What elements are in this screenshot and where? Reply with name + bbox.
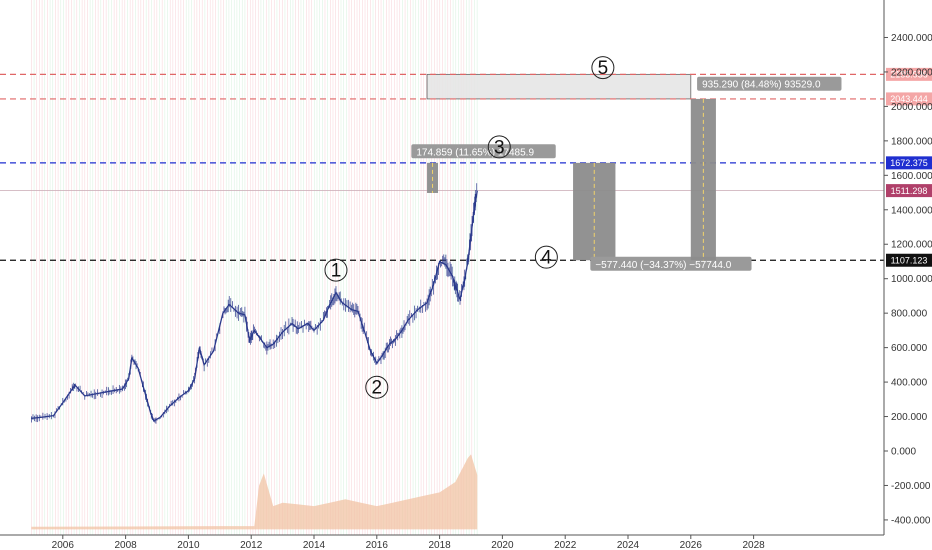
x-tick-label: 2006 xyxy=(52,540,75,550)
range-label-box xyxy=(697,76,842,91)
target-zone xyxy=(426,73,692,100)
level-badge-label: 1672.375 xyxy=(890,158,928,168)
wave-circle xyxy=(591,56,615,80)
wave-label: 2 xyxy=(372,378,383,399)
range-label-box xyxy=(590,256,752,271)
price-series xyxy=(31,183,478,424)
range-label-box xyxy=(411,144,556,159)
x-tick-label: 2010 xyxy=(177,540,200,550)
x-tick-label: 2024 xyxy=(617,540,640,550)
horizontal-levels: 2185.936 2043.444 1672.375 1511.298 1107.123 xyxy=(0,67,932,267)
level-badge-label: 1107.123 xyxy=(891,256,928,266)
y-tick-label: 1400.000 xyxy=(891,205,932,216)
y-tick-label: -400.000 xyxy=(891,515,931,526)
session-grid xyxy=(31,0,478,535)
x-tick-label: 2016 xyxy=(366,540,389,550)
x-tick-label: 2028 xyxy=(742,540,765,550)
wave-circle xyxy=(487,135,511,159)
level-badge xyxy=(886,253,932,267)
x-tick-label: 2012 xyxy=(240,540,263,550)
y-tick-label: 400.000 xyxy=(891,378,928,389)
wave-label: 5 xyxy=(598,58,609,79)
y-tick-label: 1600.000 xyxy=(891,171,932,182)
x-tick-label: 2014 xyxy=(303,540,326,550)
y-tick-label: -200.000 xyxy=(891,481,931,492)
y-tick-label: 600.000 xyxy=(891,343,928,354)
level-badge xyxy=(886,184,932,198)
wave-label: 4 xyxy=(541,248,552,269)
x-tick-label: 2018 xyxy=(428,540,451,550)
level-badge xyxy=(886,92,932,106)
level-badge-label: 2043.444 xyxy=(890,94,928,104)
wave-circle xyxy=(324,258,348,282)
x-tick-label: 2020 xyxy=(491,540,514,550)
x-tick-label: 2008 xyxy=(114,540,137,550)
y-tick-label: 200.000 xyxy=(891,412,928,423)
volume-fill xyxy=(31,454,478,530)
price-ranges: 174.859 (11.65%) 17485.9 −577.440 (−34.37… xyxy=(411,76,842,271)
y-tick-label: 1200.000 xyxy=(891,240,932,251)
range-label: 174.859 (11.65%) 17485.9 xyxy=(416,147,534,158)
wave-circle xyxy=(365,375,389,399)
y-tick-label: 2400.000 xyxy=(891,33,932,44)
wave-label: 1 xyxy=(331,261,342,282)
range-label: −577.440 (−34.37%) −57744.0 xyxy=(595,260,731,271)
wave-label: 3 xyxy=(494,137,505,158)
x-tick-label: 2022 xyxy=(554,540,577,550)
x-tick-label: 2026 xyxy=(680,540,703,550)
y-tick-label: 1800.000 xyxy=(891,136,932,147)
level-badge-label: 2185.936 xyxy=(890,70,928,80)
wave-labels: 1 2 3 4 5 xyxy=(324,56,615,399)
level-badge xyxy=(886,156,932,170)
wave-circle xyxy=(534,245,558,269)
level-badge-label: 1511.298 xyxy=(891,186,928,196)
target-zone-box[interactable] xyxy=(426,73,692,100)
volume-area xyxy=(31,454,478,530)
y-tick-label: 800.000 xyxy=(891,309,928,320)
y-tick-label: 1000.000 xyxy=(891,274,932,285)
y-tick-label: 2200.000 xyxy=(891,67,932,78)
range-label: 935.290 (84.48%) 93529.0 xyxy=(702,80,821,91)
y-tick-label: 2000.000 xyxy=(891,102,932,113)
y-tick-label: 0.000 xyxy=(891,447,916,458)
level-badge xyxy=(886,67,932,81)
